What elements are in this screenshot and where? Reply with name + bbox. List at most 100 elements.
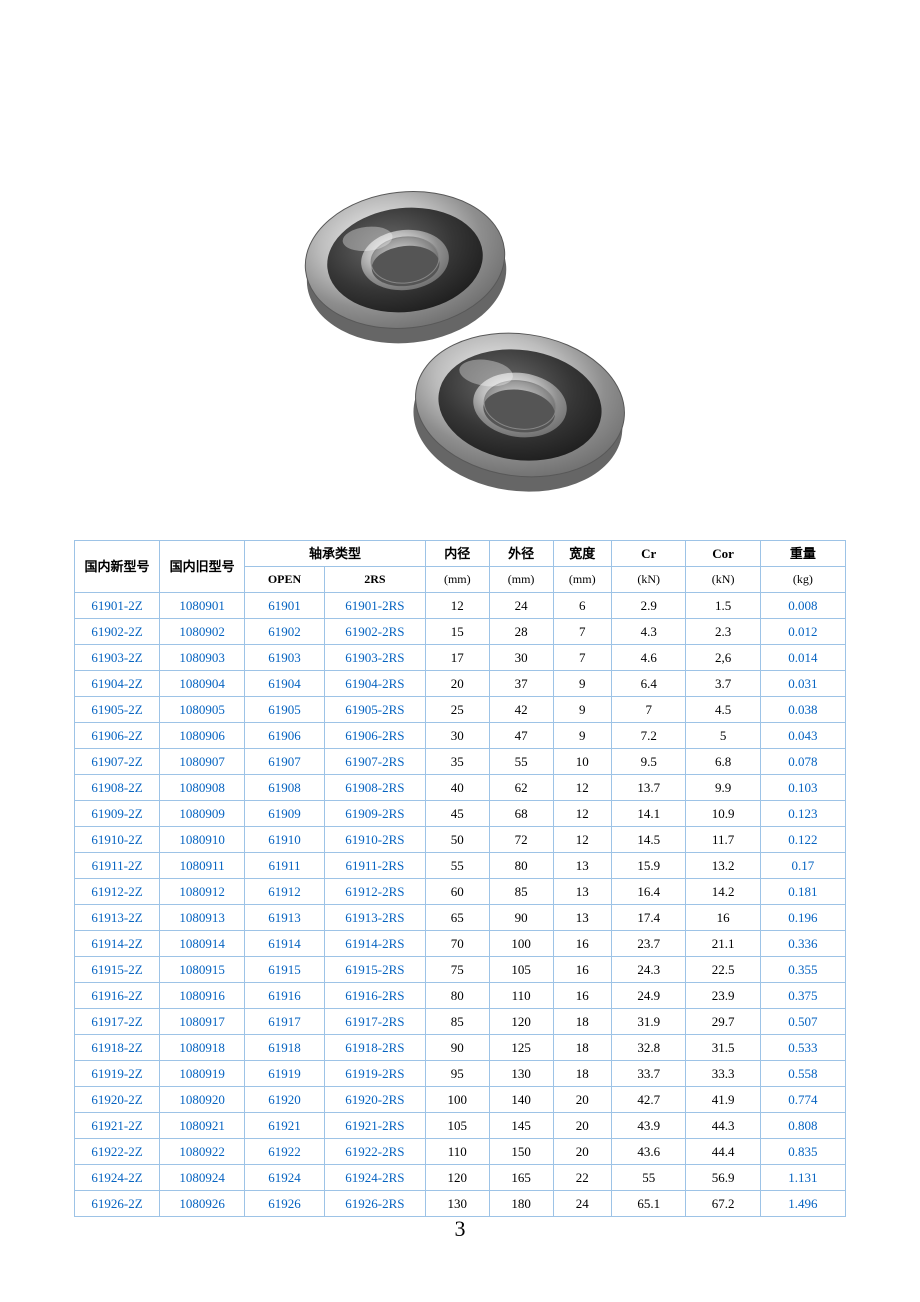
table-row: 61901-2Z10809016190161901-2RS122462.91.5… <box>75 593 846 619</box>
cell-2rs: 61910-2RS <box>324 827 425 853</box>
cell-width: 16 <box>553 931 611 957</box>
cell-open: 61905 <box>245 697 325 723</box>
cell-cr: 23.7 <box>611 931 685 957</box>
cell-cor: 29.7 <box>686 1009 760 1035</box>
table-row: 61920-2Z10809206192061920-2RS1001402042.… <box>75 1087 846 1113</box>
cell-width: 16 <box>553 957 611 983</box>
cell-open: 61904 <box>245 671 325 697</box>
cell-2rs: 61907-2RS <box>324 749 425 775</box>
cell-old-model: 1080919 <box>160 1061 245 1087</box>
cell-id: 65 <box>425 905 489 931</box>
cell-id: 40 <box>425 775 489 801</box>
cell-od: 37 <box>489 671 553 697</box>
col-od: 外径 <box>489 541 553 567</box>
cell-cr: 43.9 <box>611 1113 685 1139</box>
cell-open: 61907 <box>245 749 325 775</box>
table-row: 61904-2Z10809046190461904-2RS203796.43.7… <box>75 671 846 697</box>
cell-weight: 0.17 <box>760 853 845 879</box>
cell-old-model: 1080904 <box>160 671 245 697</box>
cell-weight: 0.196 <box>760 905 845 931</box>
cell-new-model: 61912-2Z <box>75 879 160 905</box>
cell-new-model: 61926-2Z <box>75 1191 160 1217</box>
cell-width: 6 <box>553 593 611 619</box>
cell-open: 61914 <box>245 931 325 957</box>
cell-old-model: 1080918 <box>160 1035 245 1061</box>
cell-open: 61909 <box>245 801 325 827</box>
table-row: 61918-2Z10809186191861918-2RS901251832.8… <box>75 1035 846 1061</box>
cell-width: 7 <box>553 619 611 645</box>
cell-open: 61916 <box>245 983 325 1009</box>
cell-2rs: 61905-2RS <box>324 697 425 723</box>
cell-od: 85 <box>489 879 553 905</box>
cell-width: 12 <box>553 775 611 801</box>
cell-width: 7 <box>553 645 611 671</box>
cell-2rs: 61902-2RS <box>324 619 425 645</box>
cell-weight: 0.835 <box>760 1139 845 1165</box>
cell-old-model: 1080920 <box>160 1087 245 1113</box>
cell-weight: 0.123 <box>760 801 845 827</box>
cell-old-model: 1080921 <box>160 1113 245 1139</box>
cell-open: 61903 <box>245 645 325 671</box>
cell-2rs: 61919-2RS <box>324 1061 425 1087</box>
cell-weight: 0.122 <box>760 827 845 853</box>
cell-cr: 17.4 <box>611 905 685 931</box>
cell-weight: 0.103 <box>760 775 845 801</box>
cell-weight: 0.014 <box>760 645 845 671</box>
cell-old-model: 1080916 <box>160 983 245 1009</box>
cell-od: 150 <box>489 1139 553 1165</box>
cell-width: 20 <box>553 1087 611 1113</box>
cell-id: 50 <box>425 827 489 853</box>
cell-od: 140 <box>489 1087 553 1113</box>
cell-open: 61906 <box>245 723 325 749</box>
cell-id: 55 <box>425 853 489 879</box>
cell-od: 68 <box>489 801 553 827</box>
table-row: 61924-2Z10809246192461924-2RS12016522555… <box>75 1165 846 1191</box>
cell-cr: 14.5 <box>611 827 685 853</box>
cell-id: 105 <box>425 1113 489 1139</box>
table-row: 61914-2Z10809146191461914-2RS701001623.7… <box>75 931 846 957</box>
cell-new-model: 61904-2Z <box>75 671 160 697</box>
table-row: 61911-2Z10809116191161911-2RS55801315.91… <box>75 853 846 879</box>
cell-width: 18 <box>553 1061 611 1087</box>
cell-od: 80 <box>489 853 553 879</box>
cell-weight: 0.078 <box>760 749 845 775</box>
cell-cr: 15.9 <box>611 853 685 879</box>
cell-width: 24 <box>553 1191 611 1217</box>
cell-old-model: 1080926 <box>160 1191 245 1217</box>
col-type-group: 轴承类型 <box>245 541 426 567</box>
cell-weight: 0.375 <box>760 983 845 1009</box>
cell-new-model: 61911-2Z <box>75 853 160 879</box>
cell-old-model: 1080902 <box>160 619 245 645</box>
cell-cor: 10.9 <box>686 801 760 827</box>
cell-id: 120 <box>425 1165 489 1191</box>
cell-cor: 41.9 <box>686 1087 760 1113</box>
cell-cr: 9.5 <box>611 749 685 775</box>
cell-old-model: 1080917 <box>160 1009 245 1035</box>
cell-new-model: 61915-2Z <box>75 957 160 983</box>
cell-od: 90 <box>489 905 553 931</box>
table-row: 61905-2Z10809056190561905-2RS2542974.50.… <box>75 697 846 723</box>
cell-new-model: 61913-2Z <box>75 905 160 931</box>
cell-old-model: 1080901 <box>160 593 245 619</box>
cell-new-model: 61922-2Z <box>75 1139 160 1165</box>
bearing-image <box>275 150 645 510</box>
cell-cor: 21.1 <box>686 931 760 957</box>
cell-new-model: 61907-2Z <box>75 749 160 775</box>
table-row: 61910-2Z10809106191061910-2RS50721214.51… <box>75 827 846 853</box>
cell-width: 13 <box>553 879 611 905</box>
col-open: OPEN <box>245 567 325 593</box>
cell-old-model: 1080911 <box>160 853 245 879</box>
cell-old-model: 1080922 <box>160 1139 245 1165</box>
cell-new-model: 61908-2Z <box>75 775 160 801</box>
col-cr-unit: (kN) <box>611 567 685 593</box>
cell-2rs: 61926-2RS <box>324 1191 425 1217</box>
cell-2rs: 61914-2RS <box>324 931 425 957</box>
cell-old-model: 1080912 <box>160 879 245 905</box>
cell-cr: 42.7 <box>611 1087 685 1113</box>
col-cor: Cor <box>686 541 760 567</box>
cell-id: 110 <box>425 1139 489 1165</box>
cell-open: 61917 <box>245 1009 325 1035</box>
cell-weight: 0.507 <box>760 1009 845 1035</box>
cell-id: 60 <box>425 879 489 905</box>
cell-new-model: 61905-2Z <box>75 697 160 723</box>
